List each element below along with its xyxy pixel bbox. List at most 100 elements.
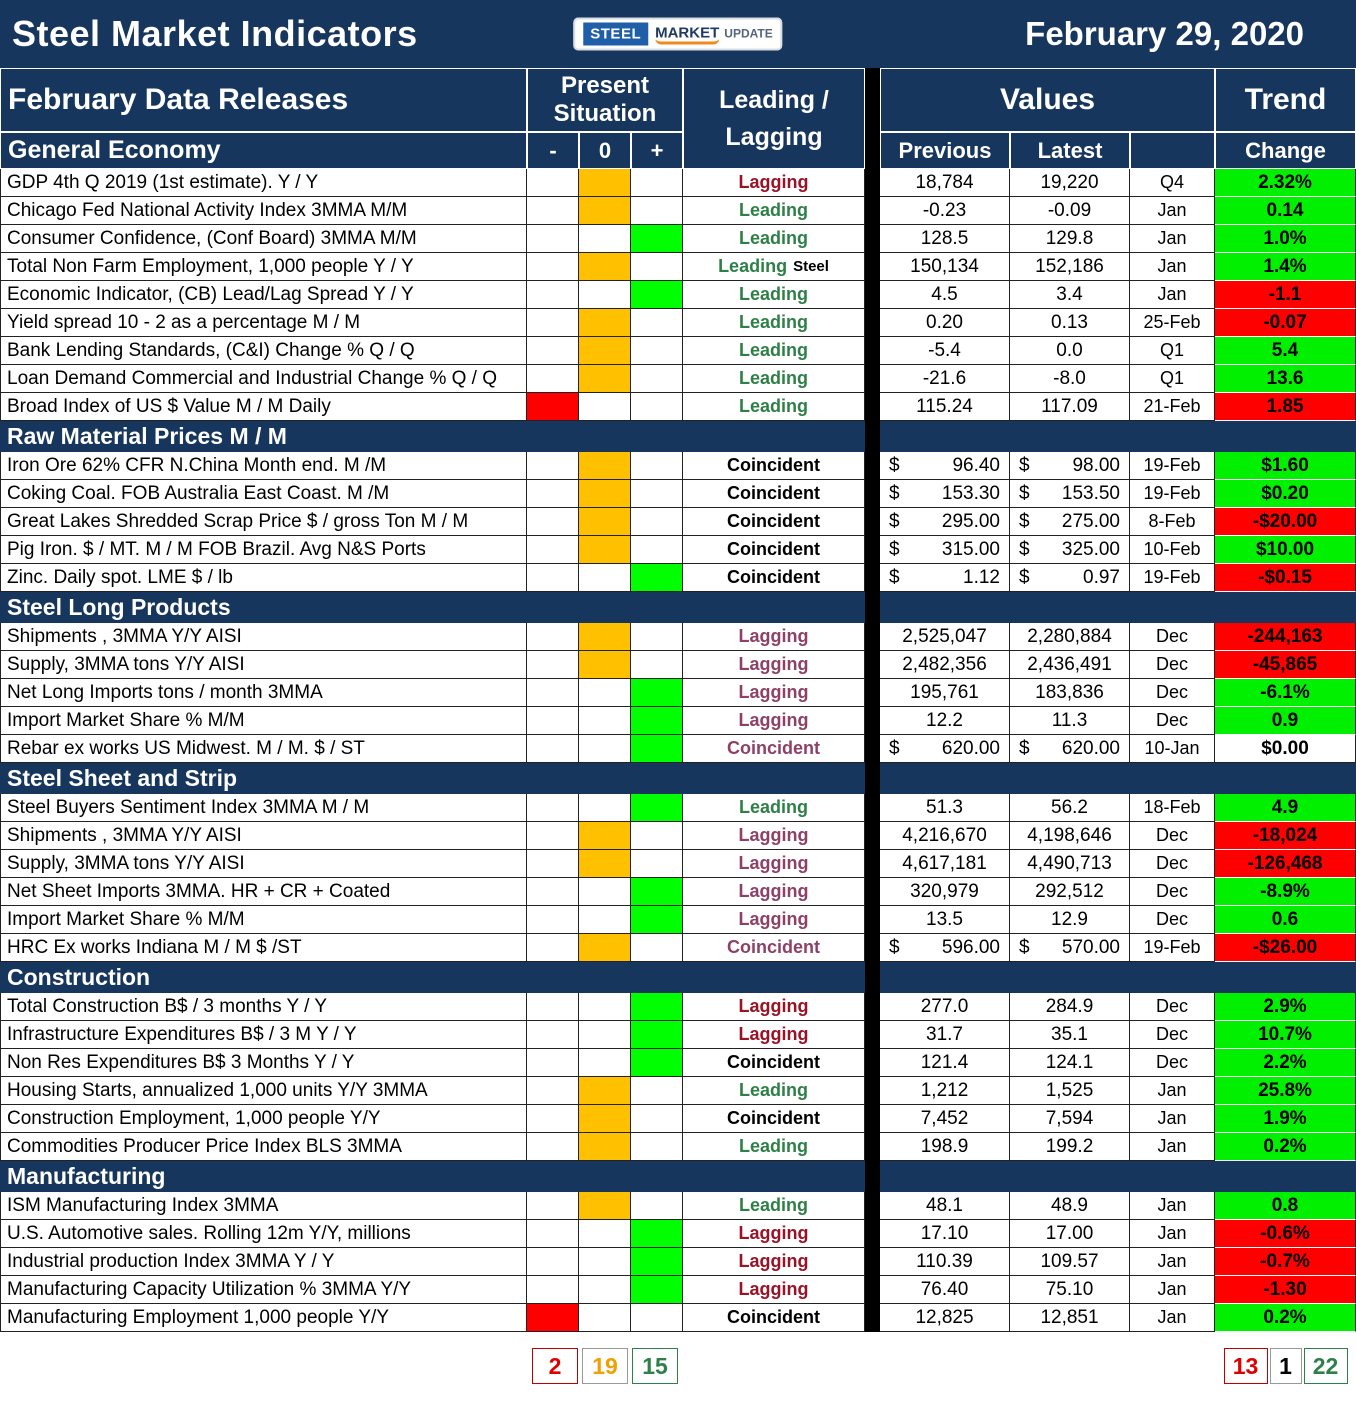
indicator-row: Manufacturing Employment 1,000 people Y/… — [0, 1304, 1356, 1332]
situation-plus-cell — [631, 169, 683, 197]
value-date: 19-Feb — [1130, 480, 1215, 508]
section-band: Construction — [0, 962, 1356, 993]
indicator-name: Bank Lending Standards, (C&I) Change % Q… — [0, 337, 527, 365]
situation-zero-cell — [579, 536, 631, 564]
situation-plus-cell — [631, 281, 683, 309]
value-date: Jan — [1130, 1133, 1215, 1161]
situation-zero-cell — [579, 878, 631, 906]
situation-plus-cell — [631, 393, 683, 421]
previous-value: -0.23 — [880, 197, 1010, 225]
change-value: 0.8 — [1215, 1192, 1356, 1220]
value-date: Dec — [1130, 993, 1215, 1021]
situation-minus-cell — [527, 993, 579, 1021]
latest-value: 4,198,646 — [1010, 822, 1130, 850]
indicator-name: Supply, 3MMA tons Y/Y AISI — [0, 651, 527, 679]
situation-zero-cell — [579, 934, 631, 962]
change-value: -8.9% — [1215, 878, 1356, 906]
situation-zero-cell — [579, 309, 631, 337]
situation-minus-cell — [527, 393, 579, 421]
previous-value: 115.24 — [880, 393, 1010, 421]
latest-value: 109.57 — [1010, 1248, 1130, 1276]
indicator-row: Total Non Farm Employment, 1,000 people … — [0, 253, 1356, 281]
value-date: Dec — [1130, 707, 1215, 735]
indicator-row: Import Market Share % M/M Lagging 13.5 1… — [0, 906, 1356, 934]
situation-zero-cell — [579, 337, 631, 365]
vertical-separator-bar — [865, 536, 880, 564]
previous-value: $153.30 — [880, 480, 1010, 508]
change-value: -0.7% — [1215, 1248, 1356, 1276]
indicator-name: Coking Coal. FOB Australia East Coast. M… — [0, 480, 527, 508]
section-band: Raw Material Prices M / M — [0, 421, 1356, 452]
value-date: 8-Feb — [1130, 508, 1215, 536]
vertical-separator-bar — [865, 1161, 880, 1192]
value-date: 21-Feb — [1130, 393, 1215, 421]
latest-value: 2,280,884 — [1010, 623, 1130, 651]
situation-zero-cell — [579, 906, 631, 934]
situation-plus-cell — [631, 906, 683, 934]
indicator-name: Infrastructure Expenditures B$ / 3 M Y /… — [0, 1021, 527, 1049]
change-value: 2.32% — [1215, 169, 1356, 197]
indicator-name: U.S. Automotive sales. Rolling 12m Y/Y, … — [0, 1220, 527, 1248]
vertical-separator-bar — [865, 1276, 880, 1304]
situation-minus-cell — [527, 1133, 579, 1161]
change-value: 10.7% — [1215, 1021, 1356, 1049]
previous-value: 150,134 — [880, 253, 1010, 281]
section-title: Steel Sheet and Strip — [7, 765, 238, 791]
indicator-row: Great Lakes Shredded Scrap Price $ / gro… — [0, 508, 1356, 536]
previous-value: $620.00 — [880, 735, 1010, 763]
vertical-separator-bar — [865, 1248, 880, 1276]
vertical-separator-bar — [865, 794, 880, 822]
value-date: 18-Feb — [1130, 794, 1215, 822]
situation-zero-cell — [579, 1248, 631, 1276]
vertical-separator-bar — [865, 679, 880, 707]
latest-value: 12,851 — [1010, 1304, 1130, 1332]
indicator-name: Commodities Producer Price Index BLS 3MM… — [0, 1133, 527, 1161]
situation-plus-cell — [631, 1021, 683, 1049]
leading-lagging-label: Coincident — [683, 934, 865, 962]
vertical-separator-bar — [865, 763, 880, 794]
vertical-separator-bar — [865, 822, 880, 850]
value-date: Dec — [1130, 623, 1215, 651]
value-date: Dec — [1130, 1021, 1215, 1049]
situation-plus-cell — [631, 934, 683, 962]
value-date: Jan — [1130, 1105, 1215, 1133]
leading-lagging-label: Coincident — [683, 508, 865, 536]
situation-plus-cell — [631, 735, 683, 763]
situation-plus-cell — [631, 1133, 683, 1161]
change-value: 5.4 — [1215, 337, 1356, 365]
indicator-name: Steel Buyers Sentiment Index 3MMA M / M — [0, 794, 527, 822]
situation-minus-cell — [527, 1276, 579, 1304]
change-value: 25.8% — [1215, 1077, 1356, 1105]
indicator-row: Bank Lending Standards, (C&I) Change % Q… — [0, 337, 1356, 365]
trend-count-up: 22 — [1303, 1348, 1348, 1384]
situation-zero-cell — [579, 735, 631, 763]
situation-plus-cell — [631, 707, 683, 735]
latest-value: 2,436,491 — [1010, 651, 1130, 679]
situation-plus-cell — [631, 508, 683, 536]
situation-minus-cell — [527, 452, 579, 480]
col-header-present-situation: Present Situation — [527, 68, 683, 132]
section-band: Steel Sheet and Strip — [0, 763, 1356, 794]
leading-lagging-label: Leading — [683, 309, 865, 337]
indicator-name: Supply, 3MMA tons Y/Y AISI — [0, 850, 527, 878]
value-date: Jan — [1130, 281, 1215, 309]
value-date: 19-Feb — [1130, 564, 1215, 592]
latest-value: 0.13 — [1010, 309, 1130, 337]
leading-lagging-label: Leading — [683, 1133, 865, 1161]
previous-value: $596.00 — [880, 934, 1010, 962]
section-title: Raw Material Prices M / M — [7, 423, 287, 449]
leading-lagging-label: Leading — [683, 225, 865, 253]
value-date: 19-Feb — [1130, 452, 1215, 480]
previous-value: 277.0 — [880, 993, 1010, 1021]
vertical-separator-bar — [865, 68, 880, 169]
latest-value: $620.00 — [1010, 735, 1130, 763]
change-value: $10.00 — [1215, 536, 1356, 564]
situation-minus-cell — [527, 878, 579, 906]
situation-zero-cell — [579, 1105, 631, 1133]
value-date: Q1 — [1130, 337, 1215, 365]
latest-value: 152,186 — [1010, 253, 1130, 281]
previous-value: 4,216,670 — [880, 822, 1010, 850]
situation-minus-cell — [527, 1304, 579, 1332]
indicator-name: HRC Ex works Indiana M / M $ /ST — [0, 934, 527, 962]
latest-value: 199.2 — [1010, 1133, 1130, 1161]
